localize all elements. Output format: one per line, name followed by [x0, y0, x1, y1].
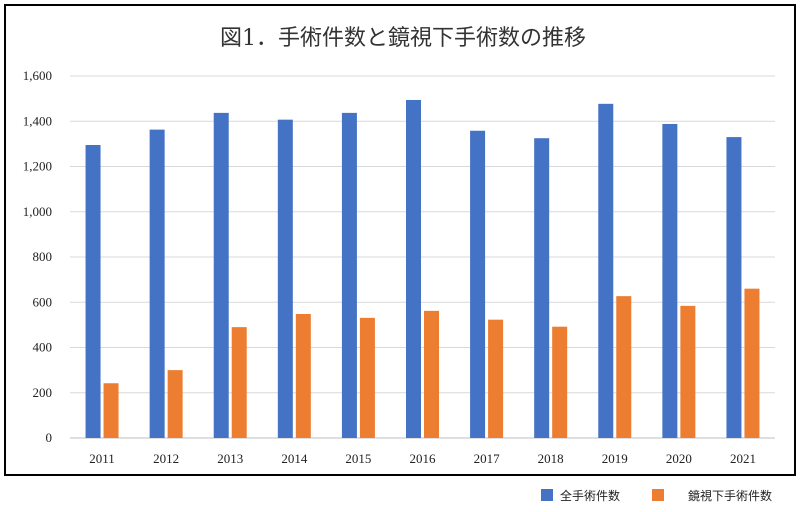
bar-series-1-2018 — [534, 138, 550, 438]
y-tick-label: 600 — [33, 294, 53, 309]
bar-series-2-2014 — [295, 314, 311, 438]
y-tick-label: 1,200 — [23, 159, 52, 174]
x-tick-label: 2012 — [153, 451, 179, 466]
bar-series-1-2015 — [341, 112, 357, 438]
x-tick-label: 2017 — [474, 451, 501, 466]
y-tick-label: 200 — [33, 385, 53, 400]
y-axis-ticks: 0 200 400 600 800 1,000 1,200 1,400 1,600 — [23, 68, 52, 445]
bar-series-2-2012 — [167, 370, 183, 438]
x-tick-label: 2016 — [410, 451, 437, 466]
y-tick-label: 400 — [33, 340, 53, 355]
x-axis-ticks: 2011 2012 2013 2014 2015 2016 2017 2018 2019 2020… — [89, 451, 756, 466]
bar-series-1-2013 — [213, 112, 229, 438]
x-tick-label: 2011 — [89, 451, 115, 466]
bar-series-1-2017 — [470, 130, 486, 438]
bar-series-1-2014 — [277, 119, 293, 438]
legend-label-series-1: 全手術件数 — [560, 488, 620, 503]
bar-series-2-2017 — [488, 319, 504, 438]
x-tick-label: 2019 — [602, 451, 628, 466]
bar-series-2-2021 — [744, 288, 760, 438]
y-tick-label: 1,000 — [23, 204, 52, 219]
x-tick-label: 2020 — [666, 451, 692, 466]
y-tick-label: 1,400 — [23, 113, 52, 128]
bars — [85, 99, 760, 439]
gridlines — [70, 75, 775, 439]
bar-series-2-2020 — [680, 305, 696, 438]
x-tick-label: 2015 — [345, 451, 371, 466]
bar-series-2-2019 — [616, 296, 632, 438]
legend-swatch-series-1 — [541, 489, 553, 501]
legend: 全手術件数 鏡視下手術件数 — [541, 488, 772, 503]
bar-series-1-2011 — [85, 145, 101, 438]
legend-swatch-series-2 — [652, 489, 664, 501]
x-tick-label: 2014 — [281, 451, 308, 466]
bar-series-1-2021 — [726, 137, 742, 438]
bar-series-1-2016 — [406, 99, 421, 439]
x-tick-label: 2021 — [730, 451, 756, 466]
bar-series-1-2019 — [598, 103, 614, 439]
x-tick-label: 2013 — [217, 451, 243, 466]
bar-series-1-2020 — [662, 123, 678, 438]
y-tick-label: 1,600 — [23, 68, 52, 83]
bar-series-2-2013 — [231, 327, 247, 438]
chart-title: 図1．手術件数と鏡視下手術数の推移 — [220, 26, 586, 51]
y-tick-label: 0 — [46, 430, 53, 445]
bar-series-2-2016 — [424, 310, 439, 438]
x-tick-label: 2018 — [538, 451, 564, 466]
bar-series-1-2012 — [149, 129, 165, 438]
bar-series-2-2015 — [359, 317, 375, 438]
bar-series-2-2018 — [552, 326, 568, 438]
y-tick-label: 800 — [33, 249, 53, 264]
bar-series-2-2011 — [103, 383, 119, 438]
legend-label-series-2: 鏡視下手術件数 — [688, 488, 772, 503]
